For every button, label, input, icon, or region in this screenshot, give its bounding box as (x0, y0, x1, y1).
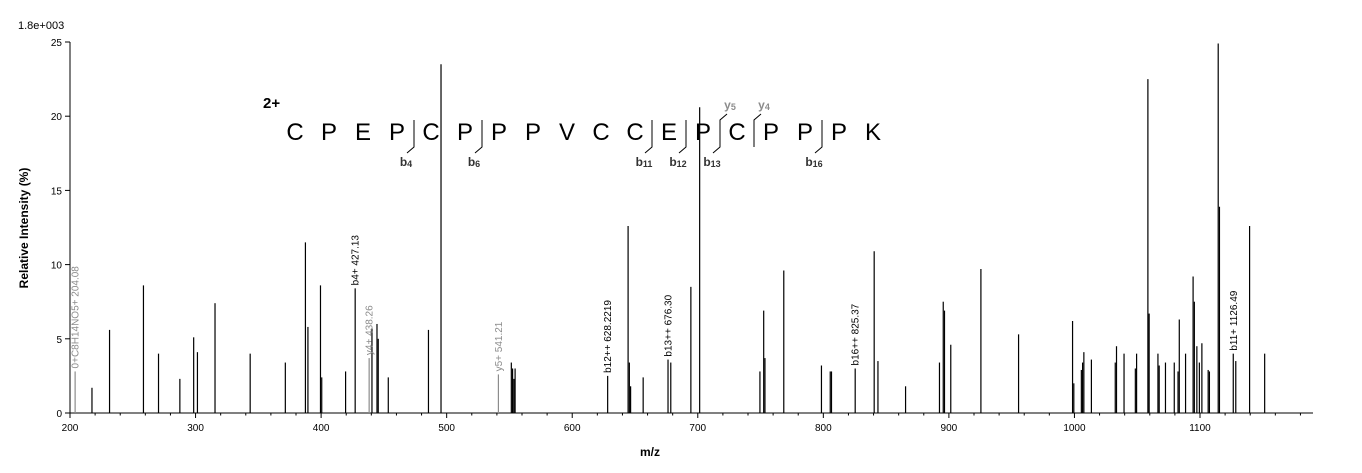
x-tick-label: 500 (438, 423, 455, 434)
b-ion-label: b13 (703, 155, 720, 169)
sequence-residue: C (422, 119, 439, 146)
b-ion-label: b4 (400, 155, 412, 169)
b-ion-marker (644, 120, 653, 154)
x-tick-label: 200 (62, 423, 79, 434)
sequence-residue: P (491, 119, 507, 146)
sequence-residue: C (286, 119, 303, 146)
y-tick-label: 10 (51, 261, 63, 272)
y-tick-label: 15 (51, 186, 63, 197)
x-tick-label: 900 (941, 423, 958, 434)
y-axis-title: Relative Intensity (%) (17, 168, 31, 289)
y-ion-label: y4 (758, 98, 770, 112)
sequence-residue: K (865, 119, 881, 146)
x-axis-title: m/z (640, 445, 660, 459)
sequence-residue: P (831, 119, 847, 146)
intensity-scale-label: 1.8e+003 (18, 20, 64, 32)
b-ion-marker (814, 120, 823, 154)
sequence-residue: C (592, 119, 609, 146)
sequence-residue: P (525, 119, 541, 146)
b-ion-marker (712, 120, 721, 154)
x-tick-label: 1100 (1189, 423, 1211, 434)
y-tick-label: 20 (51, 112, 63, 123)
peak-label: y5+ 541.21 (494, 321, 505, 371)
peak-label: b16++ 825.37 (851, 303, 862, 365)
axes: 0 5 10 15 20 25 200 300 400 500 600 700 800 900 1000 11… (51, 38, 1313, 434)
x-tick-label: 1000 (1063, 423, 1086, 434)
sequence-residue: P (321, 119, 337, 146)
sequence-residue: E (661, 119, 677, 146)
b-ion-label: b6 (468, 155, 480, 169)
sequence-residue: P (763, 119, 779, 146)
sequence-residue: P (797, 119, 813, 146)
x-tick-label: 700 (689, 423, 706, 434)
y-ion-label: y5 (724, 98, 736, 112)
x-tick-label: 400 (313, 423, 330, 434)
sequence-residue: V (559, 119, 575, 146)
y-ion-marker (719, 113, 728, 147)
x-tick-label: 600 (564, 423, 581, 434)
peaks-layer (74, 43, 1266, 413)
b-ion-marker (474, 120, 483, 154)
y-tick-label: 5 (56, 335, 62, 346)
sequence-residue: C (728, 119, 745, 146)
y-tick-label: 0 (56, 409, 62, 420)
sequence-residue: P (457, 119, 473, 146)
peak-label: b11+ 1126.49 (1229, 290, 1240, 350)
peak-label: 0+C8H14NO5+ 204.08 (71, 266, 82, 369)
peak-label: b13++ 676.30 (664, 294, 675, 356)
peak-label: b12++ 628.2219 (603, 300, 614, 373)
b-ion-label: b12 (669, 155, 686, 169)
peak-label: b4+ 427.13 (351, 235, 362, 286)
b-ion-label: b11 (636, 155, 653, 169)
b-ion-marker (678, 120, 687, 154)
sequence-residue: P (389, 119, 405, 146)
sequence-residue: P (695, 119, 711, 146)
sequence-residue: C (626, 119, 643, 146)
b-ion-label: b16 (805, 155, 822, 169)
x-tick-label: 300 (187, 423, 204, 434)
x-tick-label: 800 (815, 423, 832, 434)
peak-labels-layer: 0+C8H14NO5+ 204.08 b4+ 427.13 y4+ 438.26 y5… (71, 235, 1240, 373)
y-ion-marker (753, 113, 762, 147)
precursor-charge: 2+ (263, 95, 280, 112)
b-ion-marker (406, 120, 415, 154)
y-tick-label: 25 (51, 38, 63, 49)
sequence-residue: E (355, 119, 371, 146)
peak-label: y4+ 438.26 (365, 305, 376, 355)
